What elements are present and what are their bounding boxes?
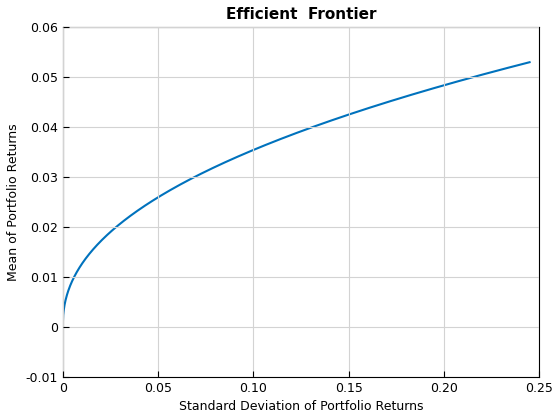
X-axis label: Standard Deviation of Portfolio Returns: Standard Deviation of Portfolio Returns bbox=[179, 400, 423, 413]
Title: Efficient  Frontier: Efficient Frontier bbox=[226, 7, 376, 22]
Y-axis label: Mean of Portfolio Returns: Mean of Portfolio Returns bbox=[7, 123, 20, 281]
